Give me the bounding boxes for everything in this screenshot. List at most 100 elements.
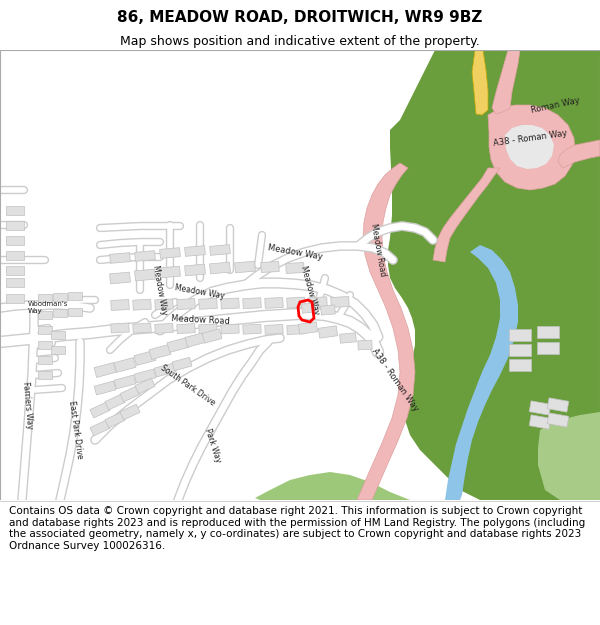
- Text: Farriers Way: Farriers Way: [22, 381, 35, 429]
- Bar: [133, 323, 151, 333]
- Bar: [202, 329, 222, 343]
- Bar: [68, 292, 82, 300]
- Bar: [172, 357, 192, 371]
- Bar: [53, 293, 67, 301]
- Bar: [320, 305, 335, 315]
- Bar: [167, 338, 189, 352]
- Bar: [199, 298, 217, 309]
- Bar: [185, 264, 205, 276]
- Bar: [547, 413, 569, 427]
- Bar: [160, 266, 181, 278]
- Bar: [38, 356, 52, 364]
- Bar: [265, 324, 283, 334]
- Bar: [6, 278, 24, 286]
- Polygon shape: [445, 245, 518, 500]
- Bar: [38, 326, 52, 334]
- Bar: [177, 299, 195, 309]
- Bar: [111, 323, 129, 333]
- Polygon shape: [388, 50, 600, 500]
- Bar: [209, 244, 230, 256]
- Bar: [120, 386, 140, 402]
- Text: Meadow Road: Meadow Road: [369, 223, 387, 277]
- Bar: [547, 398, 569, 412]
- Polygon shape: [492, 50, 520, 114]
- Bar: [155, 323, 173, 333]
- Polygon shape: [558, 140, 600, 168]
- Polygon shape: [538, 412, 600, 500]
- Bar: [537, 326, 559, 338]
- Bar: [185, 246, 205, 256]
- Bar: [243, 324, 261, 334]
- Bar: [51, 331, 65, 339]
- Bar: [160, 248, 181, 258]
- Text: Meadow Way: Meadow Way: [175, 283, 226, 301]
- Bar: [298, 322, 317, 334]
- Text: A38 - Roman Way: A38 - Roman Way: [493, 128, 568, 148]
- Bar: [155, 299, 173, 310]
- Bar: [209, 262, 230, 274]
- Bar: [287, 324, 305, 334]
- Polygon shape: [255, 472, 410, 500]
- Bar: [177, 324, 195, 334]
- Text: Park Way: Park Way: [203, 427, 223, 463]
- Bar: [309, 297, 327, 308]
- Bar: [340, 333, 356, 343]
- Bar: [331, 296, 349, 308]
- Bar: [38, 311, 52, 319]
- Bar: [286, 262, 304, 274]
- Bar: [287, 297, 305, 308]
- Bar: [6, 266, 24, 274]
- Bar: [120, 404, 140, 420]
- Text: South Park Drive: South Park Drive: [159, 363, 217, 407]
- Bar: [134, 269, 155, 281]
- Text: Meadow Way: Meadow Way: [267, 242, 323, 261]
- Bar: [135, 378, 155, 394]
- Bar: [105, 412, 125, 428]
- Text: Meadow Way: Meadow Way: [151, 264, 169, 316]
- Bar: [6, 236, 24, 244]
- Bar: [6, 294, 24, 302]
- Bar: [358, 340, 372, 350]
- Bar: [529, 401, 551, 415]
- Bar: [6, 206, 24, 214]
- Bar: [235, 261, 256, 273]
- Bar: [38, 371, 52, 379]
- Bar: [105, 394, 125, 410]
- Bar: [38, 294, 52, 302]
- Bar: [38, 341, 52, 349]
- Bar: [221, 298, 239, 309]
- Polygon shape: [505, 125, 554, 169]
- Text: Roman Way: Roman Way: [530, 96, 580, 114]
- Bar: [302, 303, 319, 313]
- Bar: [261, 261, 279, 272]
- Bar: [6, 251, 24, 259]
- Bar: [114, 375, 136, 389]
- Bar: [51, 346, 65, 354]
- Text: Meadow Road: Meadow Road: [170, 314, 230, 326]
- Polygon shape: [357, 163, 415, 500]
- Bar: [114, 357, 136, 372]
- Text: Woodman's
Way: Woodman's Way: [28, 301, 68, 314]
- Text: Contains OS data © Crown copyright and database right 2021. This information is : Contains OS data © Crown copyright and d…: [9, 506, 585, 551]
- Text: Meadow Way: Meadow Way: [299, 264, 321, 316]
- Bar: [110, 253, 130, 263]
- Bar: [509, 344, 531, 356]
- Bar: [134, 251, 155, 261]
- Bar: [509, 329, 531, 341]
- Text: A38 - Roman Way: A38 - Roman Way: [370, 347, 420, 413]
- Bar: [94, 381, 116, 395]
- Bar: [319, 326, 338, 338]
- Polygon shape: [472, 50, 488, 115]
- Bar: [134, 369, 156, 383]
- Polygon shape: [433, 168, 500, 262]
- Bar: [68, 308, 82, 316]
- Bar: [243, 298, 261, 309]
- Bar: [111, 299, 129, 311]
- Bar: [90, 402, 110, 418]
- Bar: [149, 344, 171, 359]
- Bar: [110, 272, 130, 284]
- Bar: [265, 298, 283, 308]
- Text: Map shows position and indicative extent of the property.: Map shows position and indicative extent…: [120, 35, 480, 48]
- Bar: [53, 309, 67, 317]
- Bar: [185, 333, 205, 347]
